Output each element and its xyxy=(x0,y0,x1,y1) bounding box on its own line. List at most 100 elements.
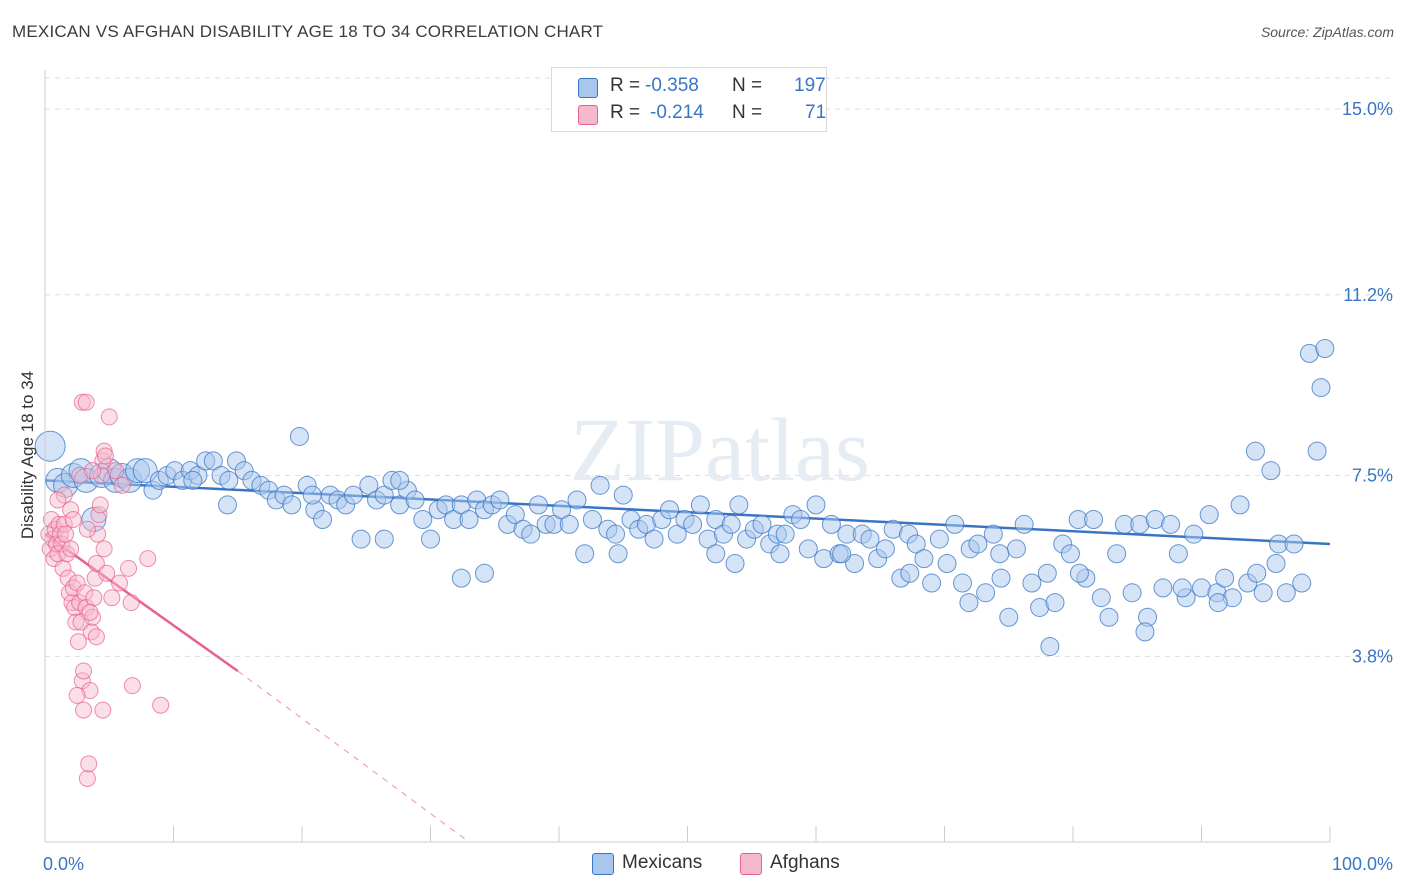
mexicans-point xyxy=(683,514,703,534)
mexicans-point xyxy=(1037,563,1057,583)
axis-layer: 3.8% 7.5% 11.2% 15.0% 0.0% 100.0% xyxy=(43,70,1393,874)
mexicans-point xyxy=(521,524,541,544)
afghans-point xyxy=(89,525,107,543)
mexicans-point xyxy=(1040,637,1060,657)
afghans-point xyxy=(95,540,113,558)
mexicans-point xyxy=(1266,553,1286,573)
afghans-point xyxy=(94,701,112,719)
y-axis-label: Disability Age 18 to 34 xyxy=(18,371,37,539)
mexicans-point xyxy=(725,553,745,573)
mexicans-point xyxy=(1168,544,1188,564)
afghans-point xyxy=(113,476,131,494)
mexicans-point xyxy=(922,573,942,593)
mexicans-point xyxy=(1069,563,1089,583)
afghans-trend-line xyxy=(44,533,239,673)
y-tick-label: 15.0% xyxy=(1342,99,1393,119)
mexicans-point xyxy=(451,568,471,588)
mexicans-point xyxy=(606,524,626,544)
mexicans-point xyxy=(302,485,322,505)
mexicans-point xyxy=(990,544,1010,564)
afghans-point xyxy=(84,608,102,626)
mexicans-point xyxy=(505,505,525,525)
mexicans-point xyxy=(1247,563,1267,583)
mexicans-point xyxy=(1276,583,1296,603)
mexicans-point xyxy=(608,544,628,564)
mexicans-point xyxy=(413,510,433,530)
mexicans-point xyxy=(1215,568,1235,588)
afghans-point xyxy=(87,628,105,646)
mexicans-r-value: -0.358 xyxy=(645,75,699,96)
mexicans-point xyxy=(528,495,548,515)
mexicans-point xyxy=(613,485,633,505)
grid-layer xyxy=(45,77,1392,657)
mexicans-point xyxy=(945,514,965,534)
watermark: ZIPatlas xyxy=(570,401,870,500)
source-label: Source: ZipAtlas.com xyxy=(1260,24,1394,40)
afghans-point xyxy=(98,564,116,582)
mexicans-point xyxy=(1199,505,1219,525)
afghans-point xyxy=(66,598,84,616)
afghans-legend-label: Afghans xyxy=(770,852,840,873)
afghans-trend-extension xyxy=(237,670,470,843)
point-layer xyxy=(34,339,1335,787)
mexicans-point xyxy=(875,539,895,559)
afghans-point xyxy=(103,589,121,607)
mexicans-point xyxy=(937,553,957,573)
mexicans-point xyxy=(1315,339,1335,359)
mexicans-point xyxy=(667,524,687,544)
mexicans-point xyxy=(1307,441,1327,461)
mexicans-point xyxy=(217,495,237,515)
mexicans-point xyxy=(459,510,479,530)
mexicans-point xyxy=(976,583,996,603)
afghans-point xyxy=(107,462,125,480)
afghans-point xyxy=(120,559,138,577)
mexicans-point xyxy=(845,553,865,573)
mexicans-point xyxy=(660,500,680,520)
afghans-point xyxy=(67,613,85,631)
legend-n-label: N = xyxy=(732,102,763,123)
mexicans-point xyxy=(860,529,880,549)
mexicans-point xyxy=(289,426,309,446)
legend-r-label: R = xyxy=(610,75,641,96)
mexicans-point xyxy=(1284,534,1304,554)
afghans-point xyxy=(68,686,86,704)
afghans-point xyxy=(62,540,80,558)
afghans-point xyxy=(100,408,118,426)
mexicans-point xyxy=(806,495,826,515)
afghans-point xyxy=(53,535,71,553)
mexicans-point xyxy=(359,475,379,495)
mexicans-point xyxy=(1292,573,1312,593)
mexicans-point xyxy=(721,514,741,534)
afghans-point xyxy=(96,447,114,465)
mexicans-point xyxy=(991,568,1011,588)
mexicans-point xyxy=(1107,544,1127,564)
mexicans-point xyxy=(34,430,66,462)
mexicans-point xyxy=(1060,544,1080,564)
mexicans-legend-label: Mexicans xyxy=(622,852,703,873)
mexicans-point xyxy=(474,563,494,583)
mexicans-point xyxy=(1099,607,1119,627)
mexicans-point xyxy=(1084,510,1104,530)
mexicans-point xyxy=(1014,514,1034,534)
mexicans-point xyxy=(1022,573,1042,593)
afghans-legend-swatch xyxy=(740,853,762,875)
afghans-point xyxy=(87,554,105,572)
mexicans-point xyxy=(770,544,790,564)
afghans-point xyxy=(122,594,140,612)
mexicans-point xyxy=(798,539,818,559)
mexicans-point xyxy=(1208,593,1228,613)
legend-n-label: N = xyxy=(732,75,763,96)
afghans-point xyxy=(77,393,95,411)
afghans-point xyxy=(91,496,109,514)
mexicans-point xyxy=(1122,583,1142,603)
mexicans-point xyxy=(729,495,749,515)
mexicans-point xyxy=(1230,495,1250,515)
mexicans-point xyxy=(775,524,795,544)
mexicans-point xyxy=(1245,441,1265,461)
afghans-point xyxy=(82,623,100,641)
mexicans-point xyxy=(1172,578,1192,598)
afghans-point xyxy=(152,696,170,714)
afghans-point xyxy=(76,584,94,602)
afghans-point xyxy=(111,574,129,592)
mexicans-point xyxy=(590,475,610,495)
